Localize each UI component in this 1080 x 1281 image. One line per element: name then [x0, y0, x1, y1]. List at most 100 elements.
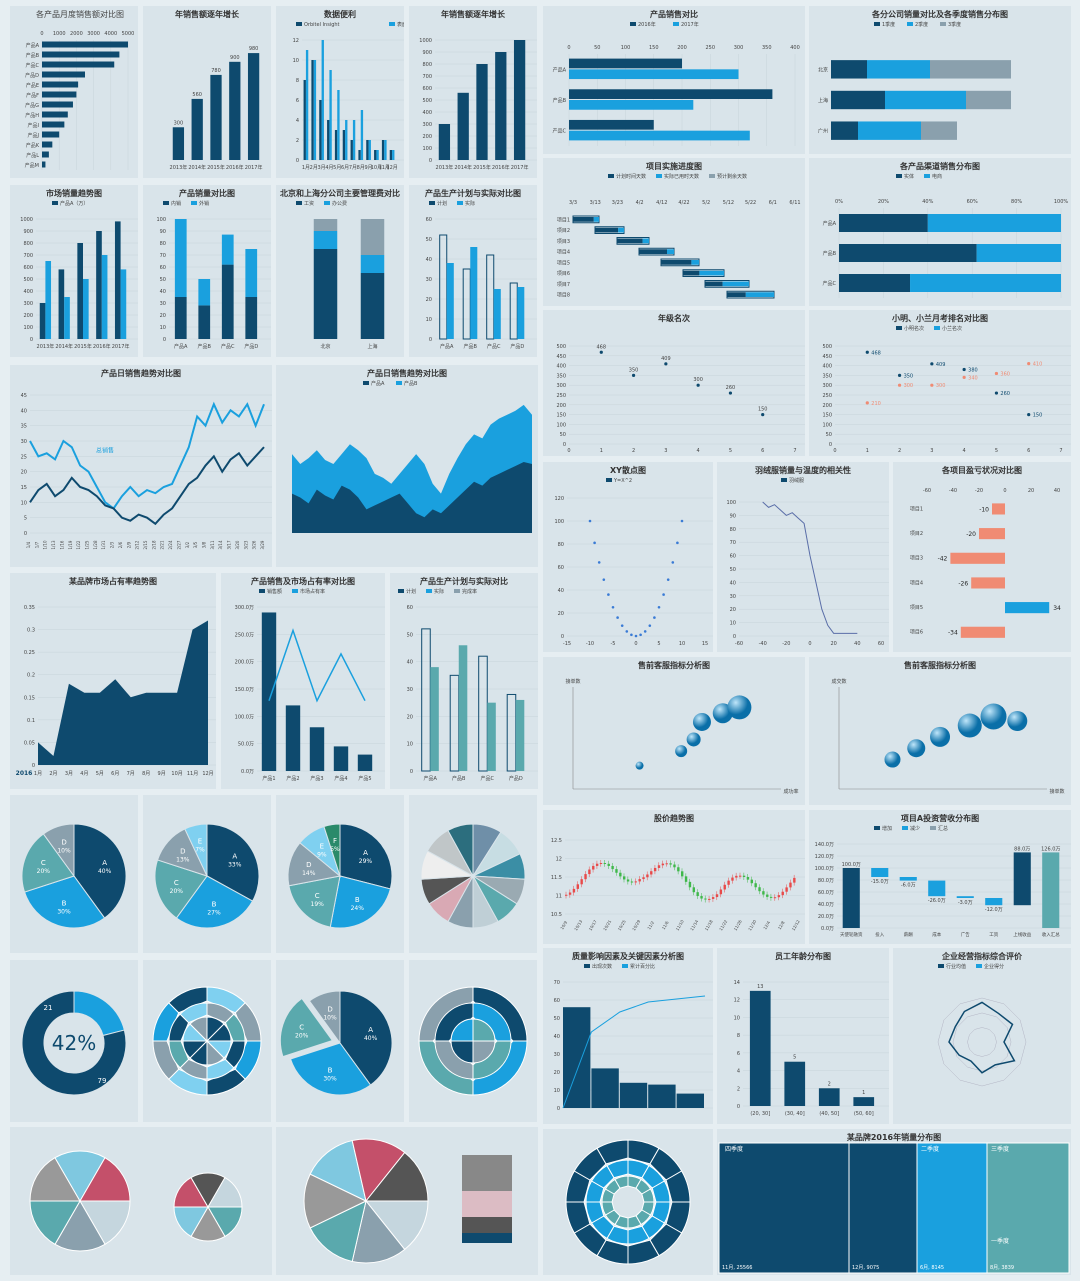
chart-title: 产品销量对比图: [179, 189, 235, 198]
treemap-group-label: 二季度: [921, 1145, 939, 1153]
y-tick-label: 0: [296, 158, 299, 164]
series-line: [268, 628, 366, 703]
legend-label: 3季度: [948, 21, 961, 28]
slice-value: 79: [98, 1077, 107, 1085]
x-tick-label: (40, 50]: [819, 1111, 839, 1117]
point: [648, 624, 652, 627]
bar: [245, 249, 258, 297]
y-tick-label: 0: [410, 769, 413, 775]
y-tick-label: 30: [730, 594, 736, 600]
x-tick-label: 0: [1003, 488, 1006, 494]
slice-value: 19%: [311, 901, 325, 908]
bar: [569, 100, 694, 110]
x-tick-label: 2/3: [110, 541, 115, 548]
y-tick-label: 40.0万: [818, 902, 834, 908]
bar: [853, 1097, 875, 1106]
bar: [867, 60, 930, 79]
y-tick-label: 100: [556, 422, 566, 428]
ring-segment: [472, 1040, 496, 1064]
chart-title: 某品牌市场占有率趋势图: [69, 577, 157, 586]
y-tick-label: 50: [560, 432, 566, 438]
slice-label: A: [363, 849, 368, 857]
x-tick-label: 0: [833, 448, 836, 454]
y-tick-label: 0: [163, 337, 166, 343]
x-tick-label: 10月: [171, 771, 182, 777]
y-tick-label: 300: [23, 301, 33, 307]
chart-svg: 实体 电商 0% 20% 40% 60% 80% 100% 产品A 产品B 产品C: [823, 173, 1068, 298]
legend-swatch: [296, 201, 302, 205]
data-label: -26.0万: [928, 898, 946, 904]
legend-label: 产品A: [371, 380, 385, 387]
pie-slice: [339, 990, 393, 1086]
x-tick-label: 12/8: [777, 920, 786, 931]
point: [611, 605, 615, 609]
x-tick-label: 10/9: [559, 920, 568, 931]
y-tick-label: 15: [21, 485, 27, 491]
chart-panel-p16: 产品销售及市场占有率对比图 销售额 市场占有率 0.0万 50.0万 100.0万 150.…: [221, 573, 385, 789]
chart-title: 年销售额逐年增长: [175, 10, 239, 19]
legend-swatch: [976, 964, 982, 968]
candle: [626, 879, 630, 882]
bar: [39, 303, 46, 339]
x-tick-label: 100: [621, 45, 631, 51]
data-label: -12.0万: [985, 907, 1003, 913]
candle: [650, 871, 653, 875]
y-tick-label: 产品B: [26, 52, 40, 59]
y-tick-label: 0.25: [24, 650, 35, 656]
x-tick-label: 2013年: [436, 164, 454, 171]
point: [597, 561, 601, 564]
y-tick-label: 30: [426, 277, 432, 283]
x-tick-label: 40: [854, 641, 860, 647]
chart-title: 产品生产计划与实际对比图: [425, 189, 521, 198]
y-tick-label: 300: [822, 383, 832, 389]
x-tick-label: 6: [1027, 448, 1030, 454]
y-tick-label: 40: [21, 408, 27, 414]
y-tick-label: 300: [556, 383, 566, 389]
bubble: [957, 713, 982, 738]
point: [620, 624, 624, 627]
y-tick-label: 产品C: [26, 62, 40, 69]
legend-label: 产品A（万）: [60, 200, 88, 207]
x-tick-label: 2014年: [454, 164, 472, 171]
x-tick-label: 3: [930, 448, 933, 454]
y-tick-label: 产品G: [25, 102, 39, 109]
bar: [313, 231, 338, 249]
point: [607, 593, 610, 596]
bar: [96, 231, 102, 339]
bar: [352, 120, 356, 160]
point: [728, 391, 733, 395]
chart-svg: [418, 986, 528, 1096]
bar-segment: [462, 1217, 512, 1233]
point: [865, 350, 869, 354]
chart-title: 项目A投资营收分布图: [900, 814, 980, 823]
y-tick-label: 北京: [818, 66, 828, 73]
data-label: 300: [936, 383, 946, 389]
bar: [285, 705, 301, 771]
y-tick-label: 产品F: [26, 92, 39, 99]
chart-panel-p3: 数据便利 Orbitel Insight 表面积总额 0 2 4 6 8 10 12 1月2月3月4…: [276, 6, 404, 178]
y-tick-label: 12: [734, 998, 740, 1004]
bar: [956, 896, 974, 898]
bar: [619, 1082, 648, 1108]
slice-value: 20%: [37, 868, 51, 875]
bar: [42, 101, 73, 108]
y-tick-label: 60: [554, 998, 560, 1004]
point: [897, 373, 902, 377]
y-tick-label: 20: [21, 470, 27, 476]
bar: [198, 305, 211, 339]
gantt-progress: [639, 249, 667, 254]
slice-label: C: [41, 859, 46, 867]
x-tick-label: 40: [1054, 488, 1060, 494]
chart-svg: 300 2013年 560 2014年 780 2015年 900 2016年 980 2017年: [170, 46, 263, 171]
point: [897, 383, 902, 387]
bar: [839, 244, 977, 262]
y-tick-label: 项目2: [910, 531, 923, 537]
data-label: 350: [904, 373, 914, 379]
bar: [839, 214, 928, 232]
data-label: 13: [757, 984, 763, 990]
gantt-remaining: [642, 238, 649, 244]
bar: [360, 110, 364, 160]
bar: [927, 214, 1061, 232]
x-tick-label: 1/13: [51, 540, 56, 549]
legend-swatch: [622, 964, 628, 968]
